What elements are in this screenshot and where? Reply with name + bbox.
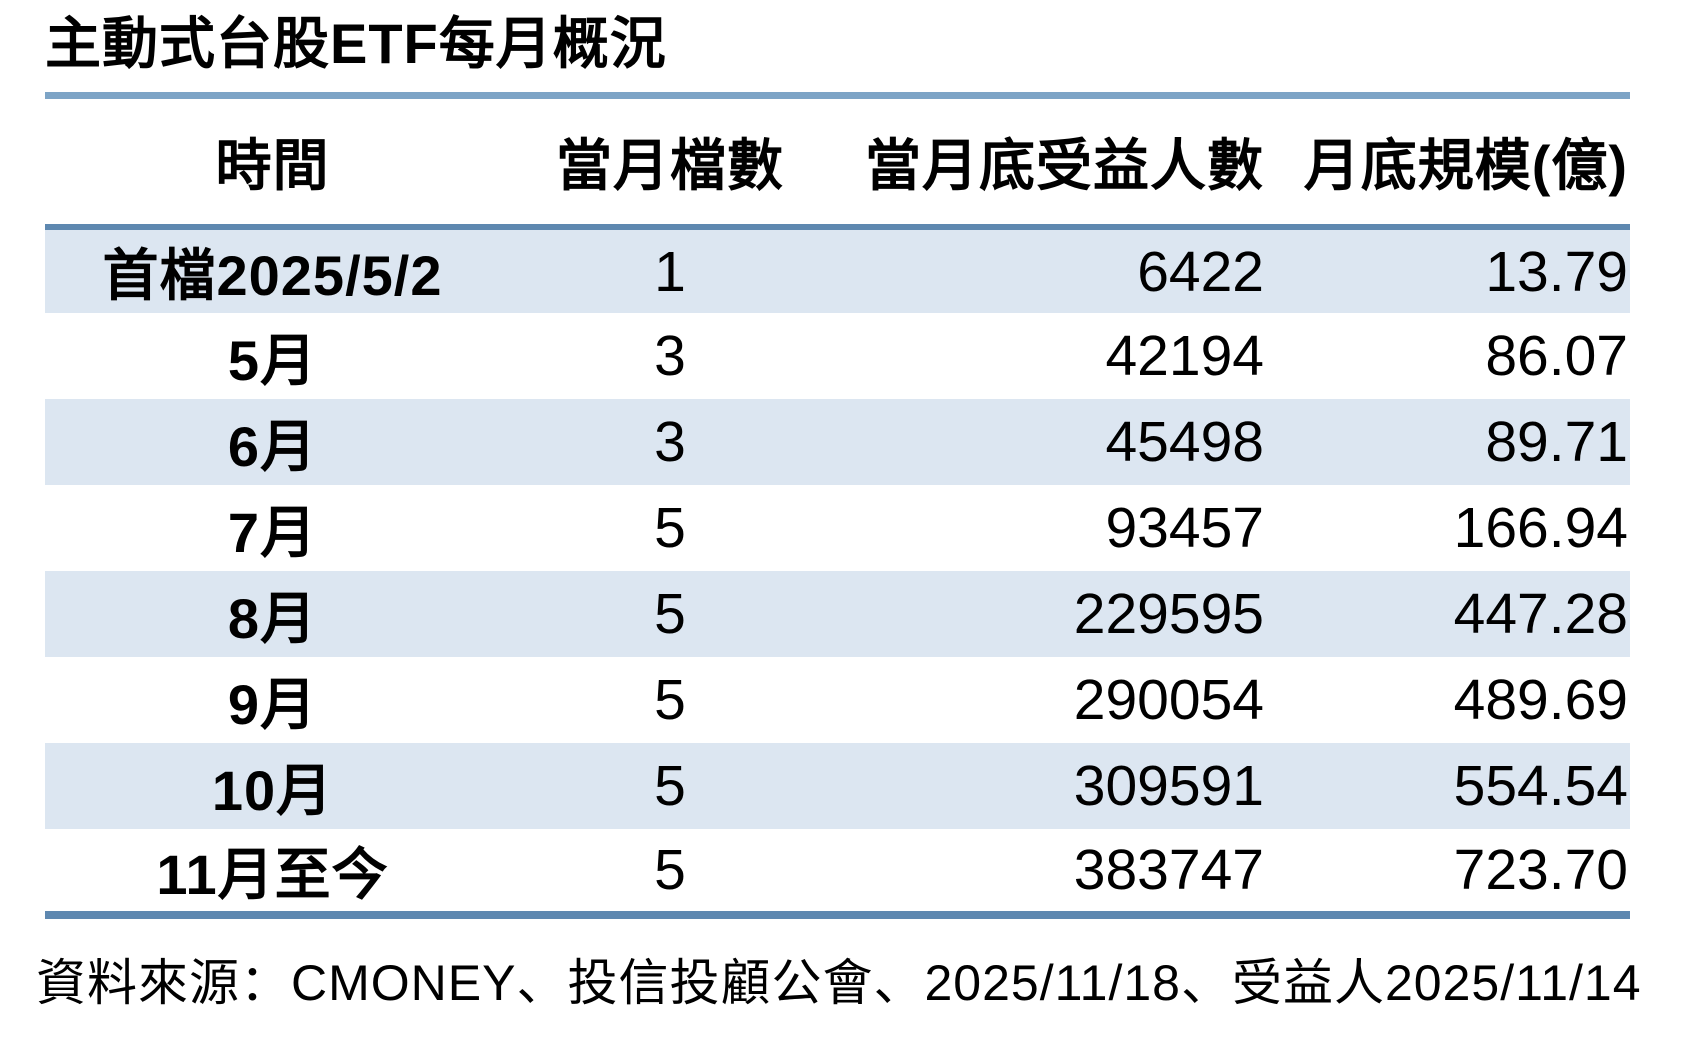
col-header-fund-count: 當月檔數 — [556, 134, 784, 198]
table-row: 11月至今 5 383747 723.70 — [45, 829, 1630, 915]
col-header-beneficiaries: 當月底受益人數 — [865, 134, 1264, 198]
cell-fund-count: 3 — [654, 410, 686, 475]
cell-time: 11月至今 — [156, 842, 389, 906]
table-row: 7月 5 93457 166.94 — [45, 485, 1630, 571]
cell-aum: 86.07 — [1485, 324, 1628, 389]
cell-beneficiaries: 6422 — [1137, 239, 1264, 304]
table-row: 5月 3 42194 86.07 — [45, 313, 1630, 399]
cell-time: 首檔2025/5/2 — [102, 244, 443, 308]
table-row: 首檔2025/5/2 1 6422 13.79 — [45, 227, 1630, 314]
cell-time: 5月 — [227, 328, 318, 392]
table-header-row: 時間 當月檔數 當月底受益人數 月底規模(億) — [45, 99, 1630, 228]
cell-aum: 447.28 — [1453, 582, 1628, 647]
cell-beneficiaries: 42194 — [1105, 324, 1264, 389]
cell-time: 6月 — [227, 414, 318, 478]
col-header-aum: 月底規模(億) — [1303, 134, 1628, 198]
cell-fund-count: 3 — [654, 324, 686, 389]
cell-beneficiaries: 93457 — [1105, 496, 1264, 561]
cell-beneficiaries: 309591 — [1073, 754, 1264, 819]
cell-fund-count: 5 — [654, 582, 686, 647]
cell-fund-count: 5 — [654, 668, 686, 733]
cell-aum: 166.94 — [1453, 496, 1628, 561]
cell-beneficiaries: 45498 — [1105, 410, 1264, 475]
cell-beneficiaries: 229595 — [1073, 582, 1264, 647]
table-row: 9月 5 290054 489.69 — [45, 657, 1630, 743]
cell-fund-count: 5 — [654, 838, 686, 903]
cell-time: 9月 — [227, 672, 318, 736]
title-divider — [45, 92, 1630, 100]
cell-aum: 489.69 — [1453, 668, 1628, 733]
cell-aum: 554.54 — [1453, 754, 1628, 819]
table-row: 10月 5 309591 554.54 — [45, 743, 1630, 830]
page-title: 主動式台股ETF每月概況 — [45, 12, 667, 75]
cell-aum: 89.71 — [1485, 410, 1628, 475]
table-row: 6月 3 45498 89.71 — [45, 399, 1630, 486]
cell-beneficiaries: 290054 — [1073, 668, 1264, 733]
source-note: 資料來源：CMONEY、投信投顧公會、2025/11/18、受益人2025/11… — [36, 955, 1642, 1012]
cell-fund-count: 5 — [654, 754, 686, 819]
table-row: 8月 5 229595 447.28 — [45, 571, 1630, 658]
cell-time: 10月 — [211, 758, 334, 822]
etf-monthly-table: 時間 當月檔數 當月底受益人數 月底規模(億) 首檔2025/5/2 1 642… — [45, 99, 1630, 920]
cell-beneficiaries: 383747 — [1073, 838, 1264, 903]
cell-aum: 723.70 — [1453, 838, 1628, 903]
cell-aum: 13.79 — [1485, 239, 1628, 304]
cell-time: 7月 — [227, 500, 318, 564]
cell-time: 8月 — [227, 586, 318, 650]
cell-fund-count: 5 — [654, 496, 686, 561]
cell-fund-count: 1 — [654, 239, 686, 304]
col-header-time: 時間 — [215, 134, 330, 198]
